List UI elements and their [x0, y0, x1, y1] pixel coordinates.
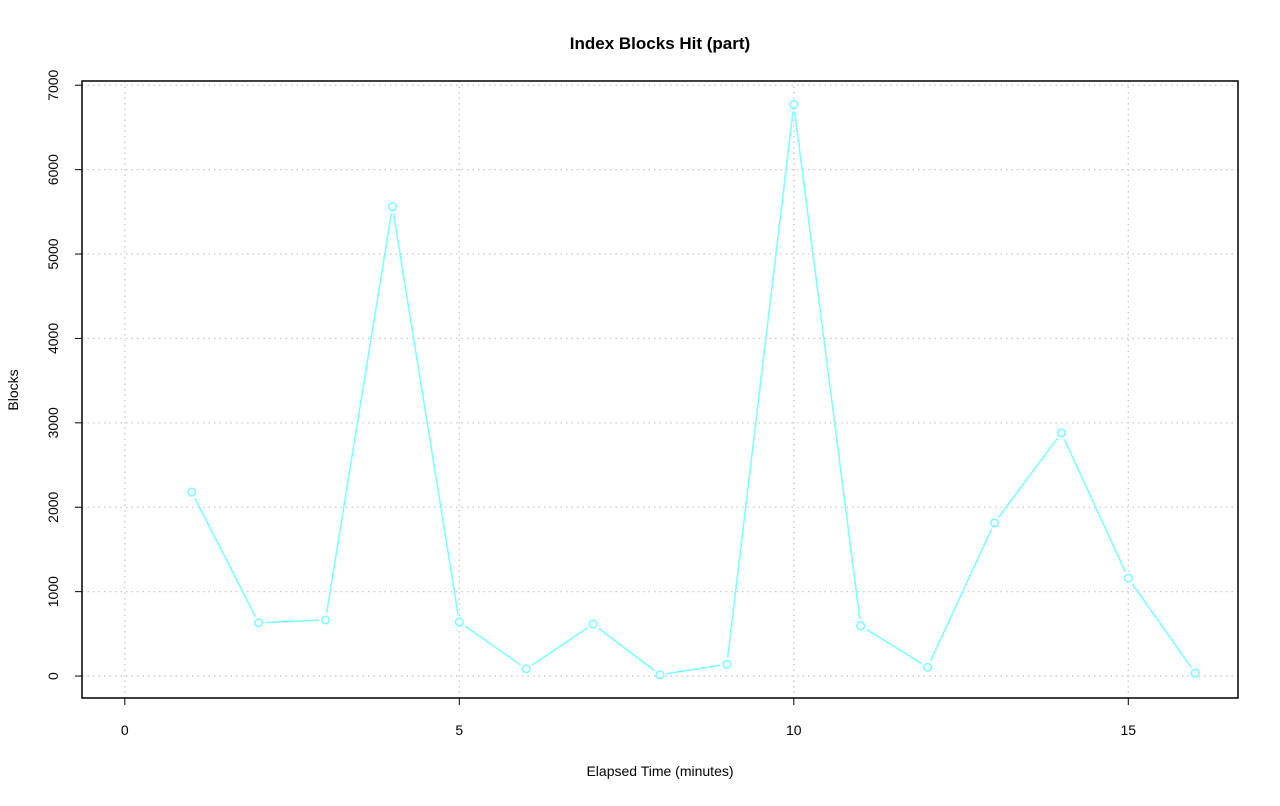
- series-line-segment: [194, 497, 257, 618]
- data-point: [856, 621, 866, 631]
- y-tick-label: 2000: [45, 491, 61, 522]
- y-axis-label: Blocks: [5, 369, 21, 410]
- y-tick-label: 0: [45, 672, 61, 680]
- series-line-segment: [793, 111, 861, 619]
- plot-frame: [81, 80, 1239, 699]
- data-point: [588, 619, 598, 629]
- series-line-segment: [998, 438, 1058, 518]
- data-point: [1190, 668, 1200, 678]
- data-point: [187, 487, 197, 497]
- data-point: [989, 518, 1000, 528]
- series-line-segment: [531, 627, 588, 666]
- data-point: [387, 202, 398, 212]
- y-tick-label: 1000: [45, 576, 61, 607]
- data-point: [922, 662, 933, 672]
- chart-title: Index Blocks Hit (part): [570, 34, 750, 53]
- series-line-segment: [929, 528, 993, 662]
- grid: [82, 81, 1238, 698]
- data-point: [722, 659, 732, 669]
- x-axis: 0 5 10 15: [121, 698, 1136, 738]
- series-line-segment: [726, 111, 794, 658]
- series-line-segment: [866, 628, 923, 665]
- data-point: [521, 664, 531, 674]
- series-line-segment: [325, 213, 393, 614]
- x-tick-label: 15: [1120, 722, 1136, 738]
- y-tick-label: 3000: [45, 407, 61, 438]
- series-line-segment: [464, 625, 521, 666]
- y-tick-label: 4000: [45, 323, 61, 354]
- y-tick-label: 6000: [45, 154, 61, 185]
- data-point: [1123, 573, 1133, 583]
- series-line-segment: [598, 627, 655, 672]
- data-point: [655, 670, 665, 680]
- series: [187, 100, 1200, 680]
- series-line-segment: [265, 619, 319, 624]
- x-tick-label: 0: [121, 722, 129, 738]
- series-line-segment: [666, 664, 721, 675]
- data-point: [254, 618, 264, 628]
- y-tick-label: 7000: [45, 69, 61, 100]
- y-tick-label: 5000: [45, 238, 61, 269]
- x-tick-label: 5: [455, 722, 463, 738]
- series-line-segment: [1131, 583, 1192, 668]
- data-point: [789, 100, 799, 110]
- y-axis: 0 1000 2000 3000 4000 5000 6000 7000: [45, 69, 82, 680]
- x-axis-label: Elapsed Time (minutes): [586, 763, 733, 779]
- series-line-segment: [392, 213, 459, 616]
- data-point: [454, 617, 464, 627]
- x-tick-label: 10: [786, 722, 802, 738]
- data-point: [320, 615, 331, 625]
- data-point: [1056, 428, 1066, 438]
- series-line-segment: [1063, 438, 1127, 573]
